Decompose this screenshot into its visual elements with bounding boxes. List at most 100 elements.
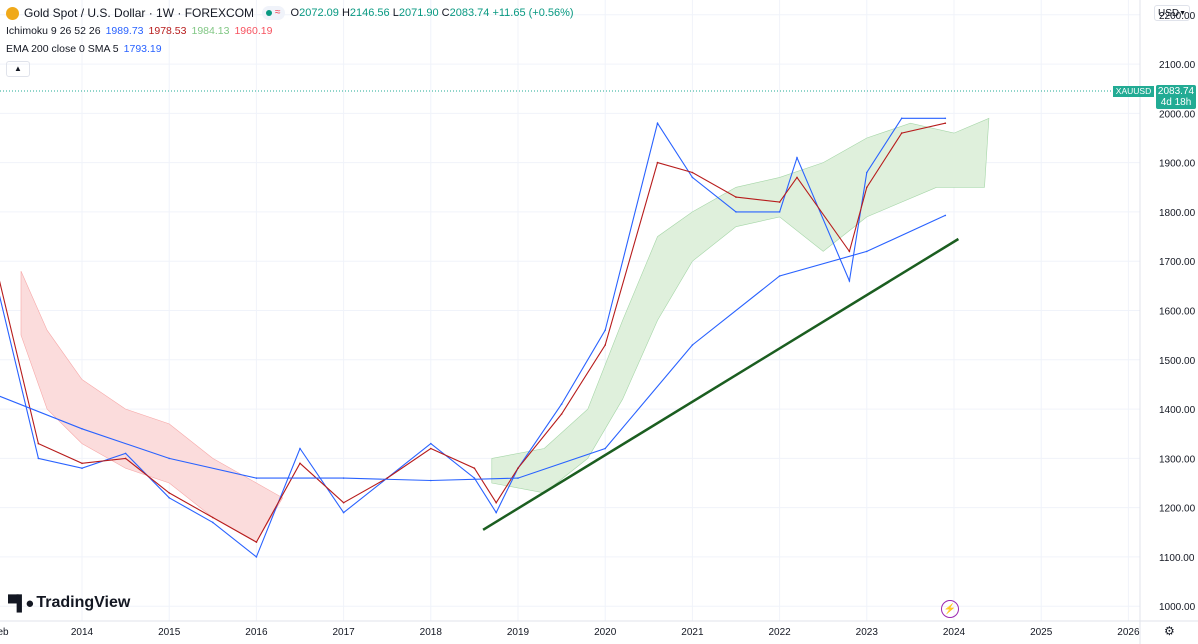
tradingview-logo[interactable]: ▀▌● TradingView [8, 594, 131, 612]
series-point [124, 452, 127, 455]
ichimoku-cloud-bearish [20, 270, 284, 543]
series-point [299, 462, 301, 465]
series-point [848, 280, 851, 282]
series-point [735, 211, 737, 213]
x-tick-label: 2015 [158, 627, 181, 638]
series-point [604, 447, 606, 450]
series-point [255, 477, 258, 479]
series-point [473, 467, 476, 470]
series-point [430, 447, 432, 450]
series-point [495, 511, 498, 514]
series-point [778, 275, 781, 277]
series-point [778, 211, 781, 213]
y-tick-label: 2000.00 [1159, 109, 1196, 120]
series-point [944, 117, 947, 120]
symbol-price-label: XAUUSD [1113, 86, 1154, 97]
y-tick-label: 1100.00 [1159, 553, 1195, 564]
x-tick-label: 2021 [681, 627, 704, 638]
series-point [81, 462, 83, 465]
series-point [342, 501, 345, 504]
series-point [778, 201, 781, 203]
x-tick-label: 2022 [768, 627, 791, 638]
y-tick-label: 1400.00 [1159, 405, 1196, 416]
series-point [255, 556, 258, 558]
y-tick-label: 1300.00 [1159, 454, 1196, 465]
indicator-ema[interactable]: EMA 200 close 0 SMA 5 1793.19 [6, 43, 162, 55]
wave-icon: ≈ [275, 7, 281, 18]
y-tick-label: 1200.00 [1159, 504, 1196, 515]
y-tick-label: 1000.00 [1159, 602, 1196, 613]
market-open-icon [266, 10, 273, 16]
market-status-pill[interactable]: ≈ [262, 6, 285, 20]
series-point [495, 501, 498, 504]
series-point [944, 122, 947, 124]
series-point [866, 250, 868, 253]
series-point [604, 329, 606, 332]
series-point [168, 457, 170, 460]
series-point [656, 122, 659, 124]
series-point [430, 442, 432, 445]
series-point [735, 196, 737, 198]
series-point [37, 457, 40, 460]
series-line-2 [0, 214, 946, 482]
series-point [342, 511, 345, 514]
series-point [656, 161, 659, 164]
ohlc-values: O2072.09 H2146.56 L2071.90 C2083.74 +11.… [290, 7, 574, 19]
series-point [517, 467, 519, 470]
series-point [81, 467, 83, 470]
symbol-row[interactable]: Gold Spot / U.S. Dollar · 1W · FOREXCOM … [6, 4, 574, 22]
y-tick-label: 1900.00 [1159, 159, 1196, 170]
y-tick-label: 1700.00 [1159, 257, 1196, 268]
series-point [944, 214, 947, 217]
series-point [299, 447, 301, 450]
indicator-ichimoku[interactable]: Ichimoku 9 26 52 26 1989.73 1978.53 1984… [6, 25, 273, 37]
series-point [81, 428, 83, 430]
series-point [124, 457, 127, 460]
series-point [386, 477, 389, 479]
series-point [900, 117, 903, 120]
series-point [255, 541, 258, 543]
x-tick-label: 2026 [1117, 627, 1140, 638]
series-point [796, 156, 798, 159]
series-point [517, 477, 519, 479]
symbol-title[interactable]: Gold Spot / U.S. Dollar · 1W · FOREXCOM [24, 6, 255, 20]
currency-select[interactable]: USD ▼ [1154, 5, 1190, 21]
series-point [560, 413, 563, 415]
series-point [168, 492, 170, 494]
series-point [37, 442, 40, 445]
series-point [430, 479, 432, 482]
x-tick-label: 2020 [594, 627, 617, 638]
trendline[interactable] [482, 237, 960, 531]
x-tick-label: 2019 [507, 627, 530, 638]
chart-legend: Gold Spot / U.S. Dollar · 1W · FOREXCOM … [6, 4, 574, 77]
y-tick-label: 2100.00 [1159, 60, 1196, 71]
series-point [212, 521, 214, 524]
series-point [168, 497, 170, 499]
x-tick-label: 2024 [943, 627, 966, 638]
ichimoku-cloud-bullish [491, 117, 990, 494]
series-point [691, 171, 694, 174]
y-tick-label: 2200.00 [1159, 11, 1196, 22]
series-point [560, 403, 563, 405]
series-point [866, 171, 868, 174]
series-point [796, 176, 798, 179]
y-tick-label: 1500.00 [1159, 356, 1196, 367]
tradingview-logo-icon: ▀▌● [8, 594, 34, 612]
x-tick-label: 2025 [1030, 627, 1053, 638]
last-price-tag: 2083.74 4d 18h [1156, 85, 1196, 109]
y-tick-label: 1800.00 [1159, 208, 1196, 219]
series-point [691, 344, 694, 346]
series-point [604, 344, 606, 346]
series-point [900, 132, 903, 134]
x-tick-label: 2016 [245, 627, 268, 638]
gear-icon[interactable]: ⚙ [1164, 624, 1175, 638]
series-point [866, 186, 868, 189]
lightning-icon[interactable]: ⚡ [941, 600, 959, 618]
x-tick-label: 2023 [856, 627, 879, 638]
x-tick-label: 2014 [71, 627, 94, 638]
collapse-legend-button[interactable]: ▲ [6, 61, 30, 77]
series-point [848, 250, 851, 253]
x-tick-label: eb [0, 627, 9, 638]
series-point [342, 477, 345, 479]
